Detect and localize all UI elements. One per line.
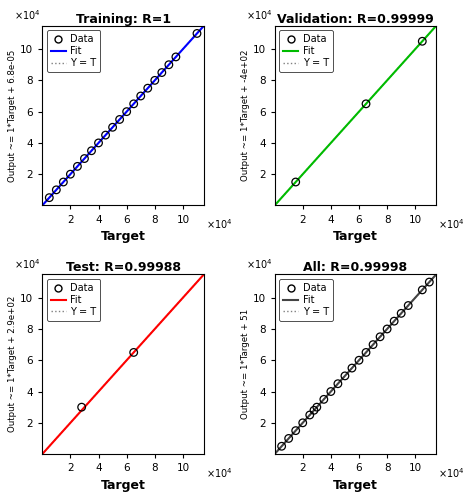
Point <box>348 364 356 372</box>
Point <box>426 278 433 286</box>
Point <box>130 100 138 108</box>
Legend: Data, Fit, Y = T: Data, Fit, Y = T <box>280 30 333 72</box>
X-axis label: Target: Target <box>333 478 378 492</box>
Point <box>53 186 60 194</box>
Point <box>320 396 328 404</box>
Point <box>81 154 88 162</box>
Legend: Data, Fit, Y = T: Data, Fit, Y = T <box>280 279 333 321</box>
Text: $\times10^4$: $\times10^4$ <box>206 217 232 231</box>
Point <box>60 178 67 186</box>
X-axis label: Target: Target <box>101 230 146 243</box>
Point <box>158 68 166 76</box>
Point <box>95 139 102 147</box>
Point <box>310 406 318 414</box>
Point <box>116 116 123 124</box>
Point <box>419 286 426 294</box>
Text: $\times10^4$: $\times10^4$ <box>438 466 464 479</box>
Text: $\times10^4$: $\times10^4$ <box>246 257 273 270</box>
Point <box>390 317 398 325</box>
Point <box>74 162 81 170</box>
Point <box>362 348 370 356</box>
Point <box>362 100 370 108</box>
Point <box>292 178 299 186</box>
Point <box>137 92 145 100</box>
Point <box>285 434 292 442</box>
Title: All: R=0.99998: All: R=0.99998 <box>303 261 408 274</box>
Title: Validation: R=0.99999: Validation: R=0.99999 <box>277 12 434 26</box>
Point <box>292 426 299 434</box>
Point <box>383 325 391 333</box>
Point <box>109 124 116 132</box>
Point <box>130 348 138 356</box>
Text: $\times10^4$: $\times10^4$ <box>14 8 41 22</box>
Point <box>278 442 285 450</box>
Point <box>341 372 349 380</box>
Point <box>151 76 158 84</box>
Legend: Data, Fit, Y = T: Data, Fit, Y = T <box>47 279 100 321</box>
Point <box>334 380 342 388</box>
Legend: Data, Fit, Y = T: Data, Fit, Y = T <box>47 30 100 72</box>
Y-axis label: Output ~= 1*Target + 51: Output ~= 1*Target + 51 <box>241 309 250 420</box>
Point <box>313 403 321 411</box>
Point <box>299 419 307 427</box>
Point <box>397 310 405 318</box>
Point <box>193 30 201 38</box>
Y-axis label: Output ~= 1*Target + 6.8e-05: Output ~= 1*Target + 6.8e-05 <box>9 50 18 182</box>
Title: Test: R=0.99988: Test: R=0.99988 <box>66 261 181 274</box>
Y-axis label: Output ~= 1*Target + -4e+02: Output ~= 1*Target + -4e+02 <box>241 50 250 182</box>
Point <box>419 38 426 46</box>
Point <box>102 131 109 139</box>
Point <box>306 411 314 419</box>
X-axis label: Target: Target <box>101 478 146 492</box>
Point <box>172 53 180 61</box>
Text: $\times10^4$: $\times10^4$ <box>14 257 41 270</box>
Text: $\times10^4$: $\times10^4$ <box>246 8 273 22</box>
X-axis label: Target: Target <box>333 230 378 243</box>
Point <box>355 356 363 364</box>
Point <box>78 403 86 411</box>
Point <box>165 60 173 68</box>
Point <box>67 170 74 178</box>
Y-axis label: Output ~= 1*Target + 2.9e+02: Output ~= 1*Target + 2.9e+02 <box>9 296 18 432</box>
Point <box>404 302 412 310</box>
Text: $\times10^4$: $\times10^4$ <box>206 466 232 479</box>
Point <box>123 108 131 116</box>
Point <box>144 84 151 92</box>
Title: Training: R=1: Training: R=1 <box>76 12 171 26</box>
Point <box>327 388 334 396</box>
Point <box>88 146 95 154</box>
Point <box>377 333 384 341</box>
Point <box>369 340 377 348</box>
Point <box>45 194 53 202</box>
Text: $\times10^4$: $\times10^4$ <box>438 217 464 231</box>
